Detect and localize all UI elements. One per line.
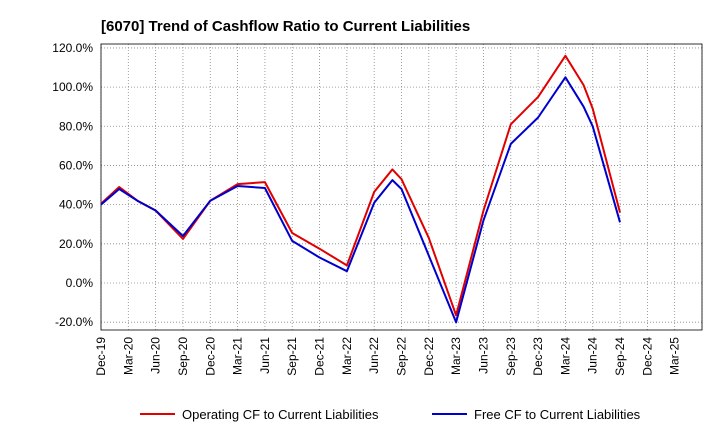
legend-label: Free CF to Current Liabilities (474, 407, 641, 422)
x-tick-label: Jun-23 (476, 337, 490, 374)
series-line-operating-cf (100, 54, 621, 317)
x-tick-label: Mar-25 (668, 337, 682, 375)
x-tick-label: Jun-20 (149, 337, 163, 374)
y-tick-label: 100.0% (52, 80, 93, 94)
x-tick-label: Mar-21 (231, 337, 245, 375)
plot-frame (100, 43, 703, 331)
chart-title: [6070] Trend of Cashflow Ratio to Curren… (101, 18, 470, 35)
y-tick-label: 20.0% (59, 237, 93, 251)
y-tick-label: 40.0% (59, 198, 93, 212)
x-tick-label: Mar-20 (121, 337, 135, 375)
x-tick-label: Dec-20 (203, 337, 217, 376)
x-tick-label: Jun-22 (367, 337, 381, 374)
plot-area: -20.0% 0.0% 20.0% 40.0% 60.0% 80.0% 100.0% 120.… (52, 41, 703, 376)
legend-label: Operating CF to Current Liabilities (182, 407, 379, 422)
y-tick-label: 120.0% (52, 41, 93, 55)
legend: Operating CF to Current Liabilities Free … (140, 407, 641, 422)
x-tick-label: Dec-19 (94, 337, 108, 376)
x-tick-label: Dec-23 (531, 337, 545, 376)
x-tick-label: Mar-23 (449, 337, 463, 375)
x-tick-label: Sep-20 (176, 337, 190, 376)
x-tick-label: Sep-21 (285, 337, 299, 376)
x-tick-label: Sep-22 (395, 337, 409, 376)
y-tick-label: 60.0% (59, 158, 93, 172)
x-tick-label: Mar-24 (558, 337, 572, 375)
x-tick-label: Jun-24 (586, 337, 600, 374)
x-tick-label: Sep-24 (613, 337, 627, 376)
y-tick-label: 80.0% (59, 119, 93, 133)
series-line-free-cf (100, 76, 621, 324)
x-tick-label: Dec-22 (422, 337, 436, 376)
x-tick-label: Dec-21 (313, 337, 327, 376)
y-tick-label: -20.0% (55, 315, 93, 329)
x-tick-label: Jun-21 (258, 337, 272, 374)
x-tick-label: Mar-22 (340, 337, 354, 375)
x-tick-label: Sep-23 (504, 337, 518, 376)
x-tick-label: Dec-24 (640, 337, 654, 376)
y-tick-label: 0.0% (66, 276, 94, 290)
